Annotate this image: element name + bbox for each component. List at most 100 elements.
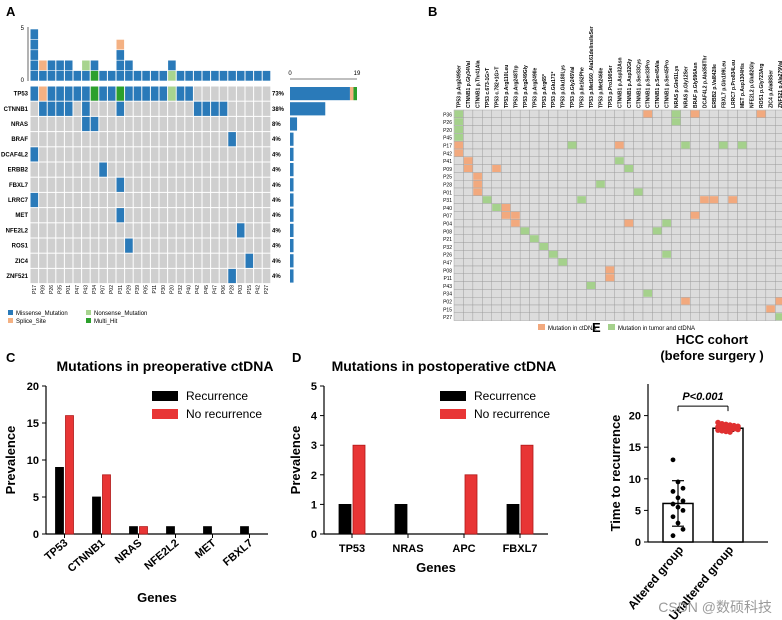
panel-b-grid-cell — [453, 258, 464, 267]
panel-b-grid-cell — [708, 312, 719, 321]
panel-a-empty-cell — [56, 162, 64, 177]
panel-b-grid-cell — [727, 109, 738, 119]
panel-a-empty-cell — [107, 132, 116, 147]
panel-b-grid-cell — [605, 109, 615, 119]
chart-subtitle: (before surgery ) — [660, 348, 763, 363]
panel-a-gene-label: NFE2L2 — [6, 228, 29, 234]
panel-a-empty-cell — [245, 268, 254, 284]
panel-b-grid-cell — [472, 164, 483, 173]
panel-b-grid-cell — [699, 289, 710, 298]
legend-no-recurrence-label: No recurrence — [186, 407, 262, 421]
panel-b-column-label: TP53 c.782+1G>T — [495, 67, 501, 108]
panel-b-grid-cell — [482, 297, 493, 306]
panel-b-grid-cell — [491, 273, 502, 282]
panel-b-grid-cell — [482, 250, 493, 259]
panel-b-grid-cell — [501, 156, 511, 165]
panel-a-empty-cell — [150, 177, 159, 192]
panel-a-empty-cell — [245, 101, 254, 116]
panel-b-mutation-cell — [473, 180, 482, 188]
panel-b-grid-cell — [453, 234, 464, 243]
panel-b-mutation-cell — [719, 141, 728, 149]
panel-a-empty-cell — [47, 132, 56, 147]
panel-b-grid-cell — [623, 250, 634, 259]
panel-b-mutation-cell — [454, 126, 464, 133]
panel-b-grid-cell — [727, 281, 738, 290]
legend-no-recurrence-swatch — [440, 409, 466, 419]
panel-b-grid-cell — [605, 133, 615, 142]
panel-a-empty-cell — [159, 253, 168, 268]
panel-b-mutation-cell — [492, 204, 501, 211]
panel-b-grid-cell — [718, 172, 729, 181]
panel-b-grid-cell — [472, 289, 483, 298]
panel-b-grid-cell — [453, 242, 464, 251]
panel-b-grid-cell — [652, 125, 663, 134]
panel-a-empty-cell — [39, 253, 47, 268]
panel-a-gene-label: CTNNB1 — [4, 107, 29, 113]
panel-b-grid-cell — [623, 109, 634, 119]
panel-b-grid-cell — [633, 289, 644, 298]
panel-b-grid-cell — [633, 109, 644, 119]
panel-a-empty-cell — [56, 268, 64, 284]
panel-b-grid-cell — [586, 195, 596, 204]
panel-a-empty-cell — [150, 268, 159, 284]
panel-b-grid-cell — [642, 265, 653, 275]
panel-b-grid-cell — [491, 156, 502, 165]
panel-b-grid-cell — [538, 289, 549, 298]
panel-b-grid-cell — [482, 179, 493, 189]
panel-b-grid-cell — [671, 234, 681, 243]
panel-a-empty-cell — [47, 253, 56, 268]
panel-a-empty-cell — [193, 132, 202, 147]
panel-a-empty-cell — [56, 238, 64, 253]
panel-a-empty-cell — [64, 238, 73, 253]
panel-b-mutation-cell — [615, 157, 624, 165]
panel-b-grid-cell — [633, 156, 644, 165]
panel-b-grid-cell — [775, 156, 782, 165]
panel-a-empty-cell — [236, 162, 245, 177]
panel-b-grid-cell — [652, 312, 663, 321]
panel-b-column-label: DCAF4L2 p.Ala358Thr — [702, 55, 708, 108]
panel-b-grid-cell — [548, 312, 559, 321]
panel-b-grid-cell — [482, 140, 493, 150]
panel-b-grid-cell — [746, 117, 757, 126]
panel-b-row-label: P08 — [443, 229, 452, 235]
panel-b-grid-cell — [652, 109, 663, 119]
panel-b-grid-cell — [661, 203, 672, 212]
panel-a-mutation-cell — [116, 177, 125, 192]
panel-a-empty-cell — [39, 238, 47, 253]
panel-b-grid-cell — [746, 187, 757, 197]
panel-b-grid-cell — [699, 281, 710, 290]
panel-a-empty-cell — [254, 208, 262, 223]
panel-b-grid-cell — [576, 148, 587, 158]
panel-b-grid-cell — [472, 258, 483, 267]
panel-a-empty-cell — [193, 238, 202, 253]
panel-b-grid-cell — [557, 125, 568, 134]
panel-b-mutation-cell — [463, 165, 473, 172]
panel-a-empty-cell — [254, 253, 262, 268]
panel-b-column-label: CTNNB1 p.Ser33Cys — [636, 59, 642, 108]
panel-b-grid-cell — [501, 109, 511, 119]
panel-b-grid-cell — [652, 258, 663, 267]
panel-a-empty-cell — [125, 116, 133, 132]
legend-no-recurrence-label: No recurrence — [474, 407, 550, 421]
panel-a-percent-label: 38% — [272, 107, 285, 113]
panel-b-grid-cell — [595, 109, 606, 119]
panel-a-empty-cell — [211, 238, 219, 253]
panel-a-empty-cell — [107, 177, 116, 192]
panel-b-grid-cell — [510, 226, 521, 236]
panel-b-grid-cell — [623, 289, 634, 298]
panel-b-grid-cell — [623, 172, 634, 181]
panel-b-grid-cell — [567, 304, 578, 314]
y-tick-label: 0 — [635, 537, 641, 549]
panel-a-empty-cell — [125, 223, 133, 238]
panel-a-gene-bar-segment — [290, 208, 294, 222]
panel-b-grid-cell — [718, 195, 729, 204]
panel-b-grid-cell — [463, 234, 474, 243]
panel-b-grid-cell — [708, 140, 719, 150]
panel-b-mutation-cell — [671, 110, 681, 118]
panel-b-grid-cell — [756, 265, 767, 275]
panel-b-grid-cell — [586, 312, 596, 321]
panel-b-grid-cell — [775, 226, 782, 236]
panel-b-grid-cell — [746, 258, 757, 267]
panel-a-percent-label: 4% — [272, 168, 281, 174]
panel-a-empty-cell — [64, 208, 73, 223]
